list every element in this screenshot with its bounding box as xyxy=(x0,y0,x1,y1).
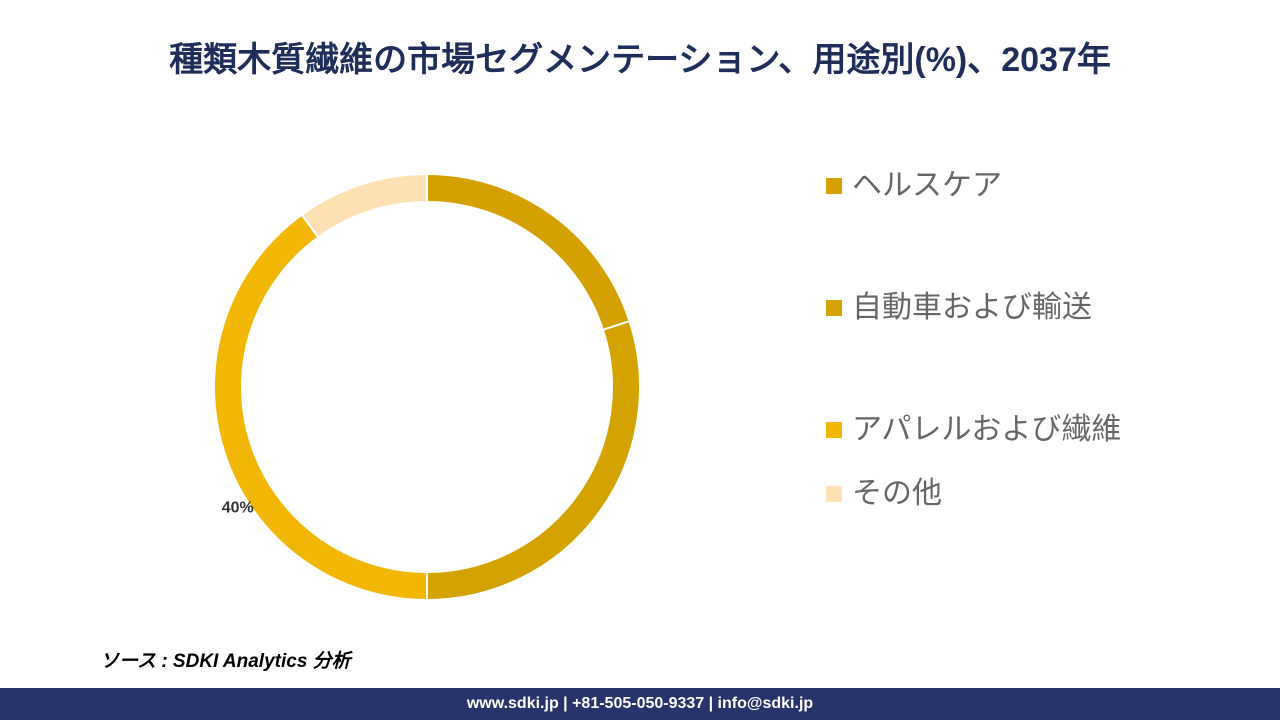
legend-label: アパレルおよび繊維 xyxy=(852,413,1122,446)
chart: 40% xyxy=(213,172,641,602)
legend-item: 自動車および輸送 xyxy=(826,282,1126,334)
donut-segment xyxy=(426,172,631,332)
legend-swatch xyxy=(826,300,842,316)
chart-title: 種類木質繊維の市場セグメンテーション、用途別(%)、2037年 xyxy=(169,41,1111,79)
source: ソース : SDKI Analytics 分析 xyxy=(100,651,351,672)
legend-item: アパレルおよび繊維 xyxy=(826,404,1126,456)
legend-item: ヘルスケア xyxy=(826,160,1126,212)
legend-swatch xyxy=(826,486,842,502)
legend-swatch xyxy=(826,178,842,194)
legend-label: 自動車および輸送 xyxy=(852,291,1092,324)
legend-swatch xyxy=(826,422,842,438)
data-label: 40% xyxy=(222,500,254,517)
footer: www.sdki.jp | +81-505-050-9337 | info@sd… xyxy=(0,688,1280,720)
donut-segment xyxy=(426,319,641,602)
legend-label: その他 xyxy=(852,477,942,510)
donut-segment xyxy=(213,213,428,602)
legend: ヘルスケア自動車および輸送 アパレルおよび繊維 その他 xyxy=(826,160,1126,590)
legend-label: ヘルスケア xyxy=(852,169,1002,202)
donut-segment xyxy=(300,172,428,239)
legend-item: その他 xyxy=(826,468,1126,520)
